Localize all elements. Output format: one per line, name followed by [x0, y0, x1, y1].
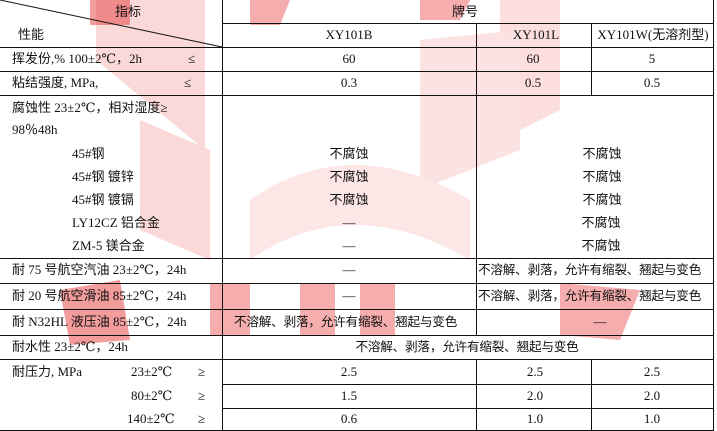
oil20-value-lw: 不溶解、剥落，允许有缩裂、翘起与变色 [478, 289, 702, 303]
grid-line [0, 359, 713, 360]
pressure-value-l: 2.0 [526, 388, 544, 403]
pressure-value-w: 2.5 [643, 364, 661, 379]
corrosion-value-b: 不腐蚀 [329, 146, 369, 161]
bond-value-b: 0.3 [340, 75, 358, 90]
fuel75-label: 耐 75 号航空汽油 23±2℃，24h [12, 262, 187, 277]
pressure-value-w: 1.0 [643, 411, 661, 426]
n32-label: 耐 N32HL 液压油 85±2℃，24h [12, 314, 187, 329]
corrosion-item-name: LY12CZ 铝合金 [72, 215, 160, 230]
bond-value-l: 0.5 [524, 75, 542, 90]
bond-label: 粘结强度, MPa, [12, 75, 99, 90]
grid-line [476, 23, 477, 335]
grid-line [222, 0, 223, 431]
pressure-value-b: 1.5 [340, 388, 358, 403]
volatile-value-l: 60 [526, 51, 540, 66]
volatile-operator: ≤ [188, 51, 196, 66]
brand-xy101w: XY101W(无溶剂型) [597, 27, 709, 42]
water-label: 耐水性 23±2℃，24h [12, 339, 128, 354]
pressure-value-w: 2.0 [643, 388, 661, 403]
pressure-operator: ≥ [198, 411, 206, 426]
brand-xy101b: XY101B [325, 27, 373, 42]
corrosion-item-name: 45#钢 镀锌 [72, 169, 134, 184]
grid-line [0, 47, 713, 48]
volatile-value-w: 5 [648, 51, 656, 66]
pressure-temp: 140±2℃ [127, 411, 175, 426]
corrosion-value-lw: 不腐蚀 [581, 238, 621, 253]
grid-line [0, 283, 713, 284]
corrosion-value-lw: 不腐蚀 [581, 215, 621, 230]
corrosion-item-name: ZM-5 镁合金 [72, 238, 145, 253]
grid-line [222, 408, 713, 409]
corrosion-value-lw: 不腐蚀 [582, 169, 622, 184]
corrosion-value-b: 不腐蚀 [329, 192, 369, 207]
grid-line [591, 359, 592, 431]
corrosion-label: 腐蚀性 23±2℃，相对湿度≥ [12, 100, 168, 115]
corrosion-value-b: — [342, 215, 356, 230]
grid-line [713, 0, 714, 431]
grid-line [0, 335, 713, 336]
grid-line [0, 309, 713, 310]
pressure-value-l: 2.5 [526, 364, 544, 379]
pressure-operator: ≥ [198, 364, 206, 379]
volatile-label: 挥发份,% 100±2℃，2h [12, 51, 143, 66]
corrosion-value-b: — [342, 238, 356, 253]
n32-value-b: 不溶解、剥落，允许有缩裂、翘起与变色 [234, 315, 458, 329]
corrosion-value-b: 不腐蚀 [329, 169, 369, 184]
corrosion-value-lw: 不腐蚀 [582, 192, 622, 207]
brand-xy101l: XY101L [512, 27, 560, 42]
pressure-label: 耐压力, MPa [12, 364, 83, 379]
property-header: 性能 [18, 27, 45, 42]
pressure-temp: 23±2℃ [131, 364, 173, 379]
volatile-value-b: 60 [342, 51, 356, 66]
fuel75-value-b: — [342, 262, 356, 277]
grid-line [222, 23, 713, 24]
oil20-label: 耐 20 号航空滑油 85±2℃，24h [12, 288, 187, 303]
grid-line [591, 23, 592, 95]
pressure-value-b: 2.5 [340, 364, 358, 379]
pressure-value-b: 0.6 [340, 411, 358, 426]
grid-line [0, 95, 713, 96]
oil20-value-b: — [342, 288, 356, 303]
corrosion-item-name: 45#钢 [72, 146, 105, 161]
pressure-temp: 80±2℃ [131, 388, 173, 403]
bond-operator: ≤ [184, 75, 192, 90]
grid-line [476, 359, 477, 431]
n32-value-lw: — [593, 314, 607, 329]
brand-header: 牌号 [451, 4, 479, 19]
pressure-operator: ≥ [198, 388, 206, 403]
grid-line [0, 71, 713, 72]
corrosion-label-cont: 98％48h [12, 122, 58, 137]
grid-line [0, 258, 713, 259]
pressure-value-l: 1.0 [526, 411, 544, 426]
corrosion-value-lw: 不腐蚀 [582, 146, 622, 161]
grid-line [222, 384, 713, 385]
fuel75-value-lw: 不溶解、剥落，允许有缩裂、翘起与变色 [478, 263, 702, 277]
corrosion-item-name: 45#钢 镀镉 [72, 192, 134, 207]
bond-value-w: 0.5 [643, 75, 661, 90]
index-header: 指标 [114, 4, 142, 19]
water-value: 不溶解、剥落，允许有缩裂、翘起与变色 [355, 340, 579, 354]
